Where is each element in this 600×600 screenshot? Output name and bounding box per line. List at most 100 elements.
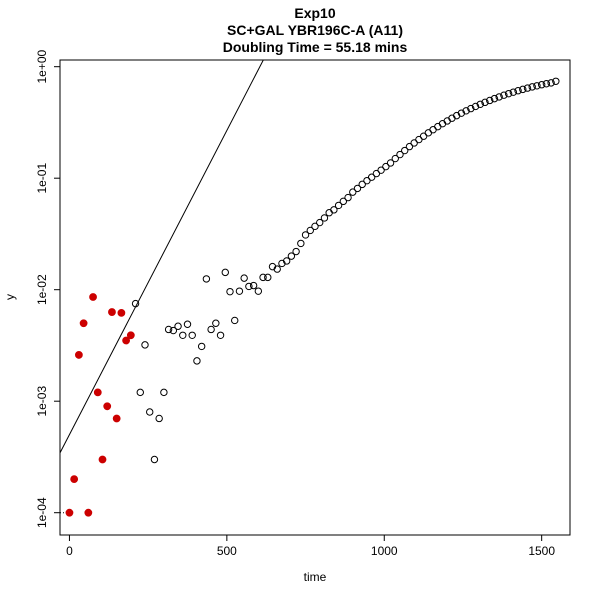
y-tick-label: 1e-01	[35, 163, 49, 194]
data-point-fitted	[103, 402, 112, 411]
data-point	[193, 357, 201, 365]
data-point-fitted	[93, 388, 102, 397]
data-point	[349, 188, 357, 196]
data-point	[438, 120, 447, 128]
data-point-fitted	[65, 508, 74, 517]
chart-subtitle-doubling-time: Doubling Time = 55.18 mins	[223, 39, 408, 55]
data-point	[519, 85, 527, 94]
data-point	[457, 109, 466, 117]
data-point	[514, 87, 522, 95]
data-point	[363, 176, 371, 185]
data-point-fitted	[108, 308, 116, 316]
data-point	[330, 206, 338, 214]
data-point-fitted	[98, 455, 107, 464]
data-point	[316, 218, 324, 227]
data-point	[476, 100, 484, 108]
data-point	[226, 287, 234, 296]
data-point	[467, 104, 475, 113]
data-point	[481, 98, 489, 107]
data-point	[405, 142, 414, 151]
data-point	[264, 273, 272, 282]
data-point-fitted	[74, 351, 83, 359]
data-point-fitted	[122, 336, 131, 345]
data-point	[231, 316, 239, 325]
y-tick-label: 1e-04	[35, 497, 49, 528]
x-tick-label: 1500	[528, 544, 555, 558]
data-point	[212, 319, 220, 327]
data-point	[490, 94, 499, 103]
data-point	[344, 193, 352, 202]
data-point	[471, 102, 480, 111]
data-point	[141, 341, 149, 349]
data-point	[164, 325, 173, 334]
data-point	[523, 84, 532, 92]
data-point	[221, 268, 229, 277]
data-point	[500, 91, 508, 99]
data-point	[410, 139, 418, 147]
y-tick-label: 1e+00	[35, 50, 49, 84]
x-axis: 0 500 1000 1500	[66, 535, 555, 558]
data-point-fitted	[79, 319, 88, 328]
data-point	[391, 154, 399, 163]
data-point	[509, 88, 518, 96]
data-point	[401, 146, 409, 155]
plot-frame	[59, 59, 571, 536]
data-point	[528, 83, 536, 91]
data-point	[434, 122, 442, 131]
data-point	[259, 273, 267, 282]
data-point-fitted	[84, 508, 93, 517]
x-tick-label: 500	[217, 544, 237, 558]
data-point	[155, 414, 163, 423]
data-point	[372, 169, 381, 178]
chart-subtitle: SC+GAL YBR196C-A (A11)	[227, 22, 403, 38]
data-point	[396, 150, 404, 159]
data-point	[334, 201, 343, 210]
data-point	[287, 252, 296, 260]
y-tick-label: 1e-03	[35, 386, 49, 417]
data-point	[301, 231, 310, 239]
data-point	[150, 455, 159, 464]
data-point	[320, 214, 329, 222]
data-point	[235, 287, 244, 295]
data-point	[292, 247, 300, 256]
data-point	[174, 322, 182, 330]
data-point	[353, 184, 362, 193]
data-point	[216, 331, 225, 339]
data-point	[367, 173, 376, 181]
data-point	[495, 93, 503, 101]
y-axis: 1e-04 1e-03 1e-02 1e-01 1e+00	[35, 50, 60, 528]
data-point	[382, 162, 390, 171]
data-point	[207, 325, 215, 334]
chart-title: Exp10	[294, 5, 335, 21]
data-point	[146, 408, 154, 416]
data-point-fitted	[70, 475, 79, 484]
data-point	[136, 388, 144, 397]
data-point	[311, 222, 319, 231]
data-point	[188, 331, 196, 339]
data-point	[179, 331, 187, 339]
data-point	[197, 342, 206, 351]
data-point	[202, 275, 211, 283]
data-point	[245, 282, 253, 291]
data-point-fitted	[112, 414, 121, 423]
data-point	[306, 226, 314, 235]
data-point	[297, 239, 305, 248]
data-point	[542, 80, 551, 88]
data-point	[160, 388, 168, 397]
data-point	[131, 299, 140, 308]
y-axis-label: y	[3, 294, 17, 300]
data-point	[504, 89, 513, 98]
data-point-fitted	[126, 331, 135, 340]
data-point	[183, 320, 192, 328]
fit-line	[60, 60, 264, 454]
data-point	[386, 159, 395, 167]
data-point	[429, 126, 437, 134]
data-point	[462, 107, 470, 115]
data-point	[273, 265, 281, 273]
plot-area	[60, 60, 560, 517]
data-point	[424, 129, 433, 137]
data-point	[339, 197, 348, 206]
data-point	[249, 281, 258, 290]
data-point	[552, 77, 560, 85]
